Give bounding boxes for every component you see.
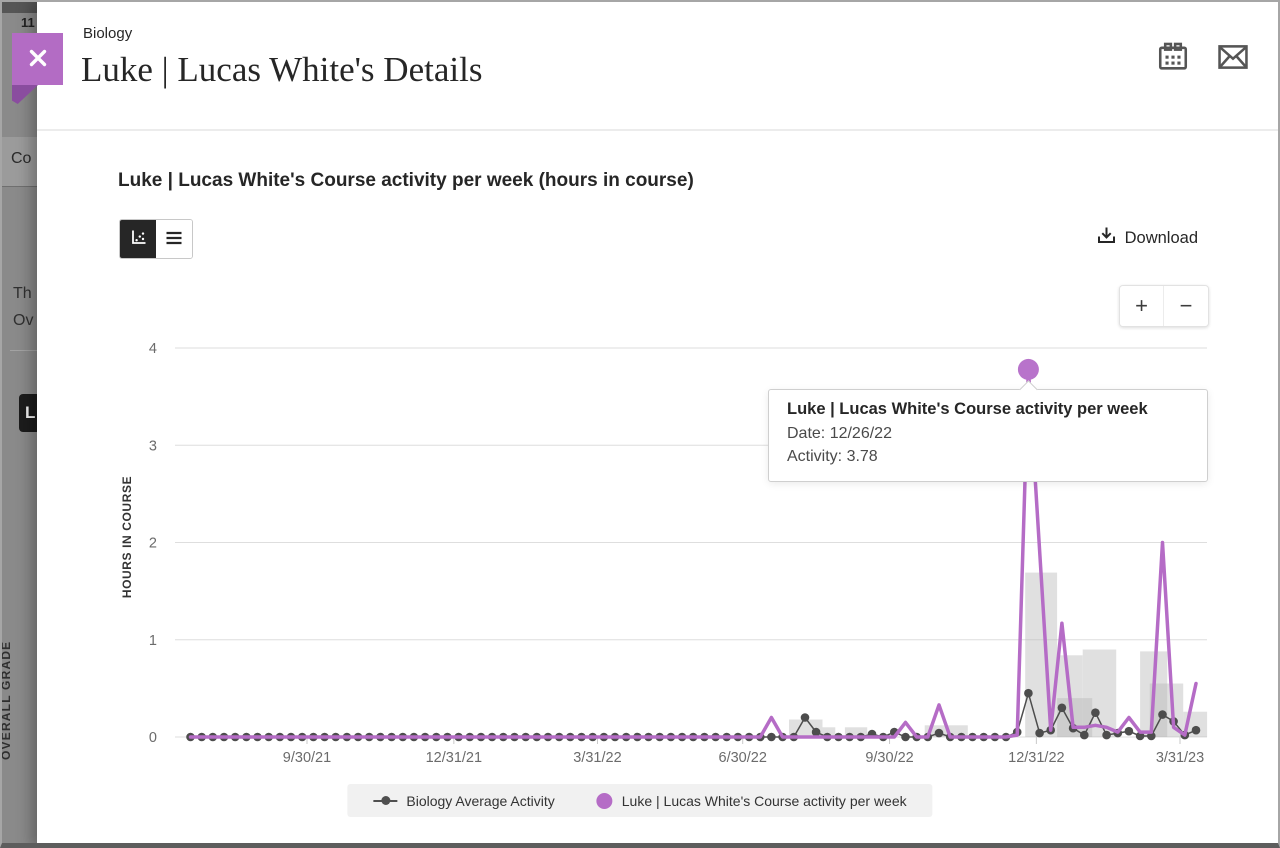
bar-chart-icon <box>130 229 147 249</box>
calendar-button[interactable] <box>1156 40 1190 74</box>
tooltip-title: Luke | Lucas White's Course activity per… <box>787 400 1148 418</box>
background-partial-number: 11 <box>21 15 35 30</box>
chart-view-button[interactable] <box>120 220 156 258</box>
legend-item-biology-average[interactable]: Biology Average Activity <box>373 792 555 809</box>
download-icon <box>1096 225 1117 251</box>
background-content-tab: Co <box>11 150 32 167</box>
dot-marker-icon <box>596 792 613 809</box>
background-page: 11 Co Th Ov L OVERALL GRADE <box>0 0 37 848</box>
mail-icon <box>1216 40 1250 74</box>
tooltip-activity: Activity: 3.78 <box>787 448 878 466</box>
zoom-out-button[interactable]: − <box>1164 286 1208 326</box>
calendar-icon <box>1156 40 1190 74</box>
course-name: Biology <box>83 25 133 42</box>
background-divider <box>10 350 37 351</box>
chart-zoom-controls: + − <box>1119 285 1209 327</box>
background-tab-band <box>0 137 37 187</box>
tooltip-date: Date: 12/26/22 <box>787 425 892 442</box>
table-rows-icon <box>165 230 183 249</box>
page-title: Luke | Lucas White's Details <box>81 50 483 89</box>
mail-button[interactable] <box>1216 40 1250 74</box>
close-button[interactable] <box>12 33 63 85</box>
background-text-line2: Ov <box>13 312 34 329</box>
chart-title: Luke | Lucas White's Course activity per… <box>118 170 694 191</box>
zoom-in-button[interactable]: + <box>1120 286 1164 326</box>
close-icon <box>27 47 49 72</box>
background-grade-pill: L <box>19 394 37 432</box>
legend-label: Biology Average Activity <box>406 792 555 809</box>
background-overall-grade-label: OVERALL GRADE <box>0 640 13 760</box>
legend-label: Luke | Lucas White's Course activity per… <box>621 792 907 809</box>
chart-legend: Biology Average Activity Luke | Lucas Wh… <box>347 784 933 817</box>
panel-header: Biology Luke | Lucas White's Details <box>37 0 1280 131</box>
line-dot-marker-icon <box>373 796 398 805</box>
download-label: Download <box>1124 228 1198 247</box>
background-text-line1: Th <box>13 285 32 302</box>
background-topbar <box>0 0 37 13</box>
y-axis-label: HOURS IN COURSE <box>120 475 134 599</box>
download-button[interactable]: Download <box>1090 224 1204 252</box>
view-toggle <box>119 219 193 259</box>
table-view-button[interactable] <box>156 220 192 258</box>
chart-tooltip: Luke | Lucas White's Course activity per… <box>768 380 1208 483</box>
legend-item-luke[interactable]: Luke | Lucas White's Course activity per… <box>596 792 907 809</box>
